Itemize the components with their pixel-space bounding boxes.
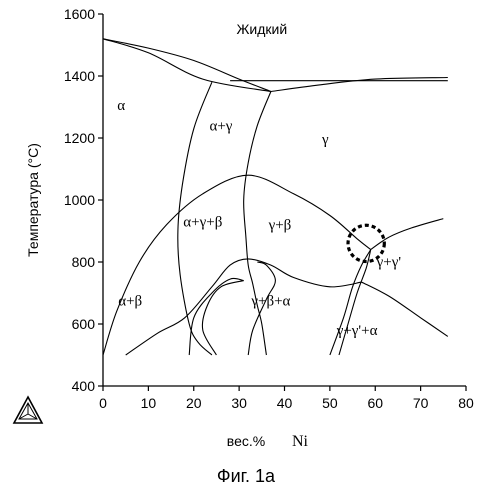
region-label: γ+β — [268, 217, 292, 233]
highlight-circle — [346, 223, 386, 264]
x-tick-label: 50 — [322, 395, 338, 411]
boundary-gamma-gammaprime-alpha — [361, 281, 449, 337]
boundary-solidus-left — [102, 38, 271, 93]
boundary-inner-dome-left — [188, 277, 244, 356]
boundary-inner-dome-far — [247, 261, 276, 356]
logo-icon — [12, 395, 44, 424]
x-tick-label: 40 — [277, 395, 293, 411]
y-axis-label: Температура (°C) — [25, 143, 41, 257]
y-tick-label: 600 — [72, 316, 96, 332]
ticks: 0 10 20 30 40 50 60 70 80 400 600 800 1000 1200 1400 16… — [64, 6, 474, 411]
x-tick-label: 30 — [231, 395, 247, 411]
highlight-circle-mark — [346, 223, 386, 264]
region-label: α+β — [118, 293, 142, 309]
boundary-gamma-prime-solvus — [370, 218, 444, 251]
boundary-liquidus-left — [102, 38, 272, 93]
region-label: α+γ — [209, 118, 232, 134]
boundary-gamma-prime-inner — [338, 249, 372, 356]
y-tick-label: 1600 — [64, 6, 95, 22]
x-tick-label: 10 — [141, 395, 157, 411]
region-label: γ+γ' — [376, 255, 402, 271]
x-axis-label-element: Ni — [292, 433, 309, 450]
region-label: α — [117, 98, 125, 114]
y-tick-label: 800 — [72, 254, 96, 270]
x-tick-label: 20 — [186, 395, 202, 411]
x-axis-label-prefix: вес.% — [227, 433, 265, 449]
phase-regions: Жидкий α α+γ γ α+γ+β γ+β α+β γ+β+α γ+γ' γ+γ'+α — [117, 21, 401, 339]
phase-boundaries — [102, 38, 449, 356]
boundary-beta-solvus-upper — [102, 174, 372, 356]
region-label: γ+γ'+α — [336, 323, 378, 339]
region-label: γ — [321, 132, 329, 148]
x-tick-label: 70 — [413, 395, 429, 411]
figure-caption: Фиг. 1a — [216, 466, 276, 486]
boundary-alpha-gamma-right — [243, 91, 272, 356]
x-tick-label: 0 — [99, 395, 107, 411]
y-tick-label: 400 — [72, 378, 96, 394]
y-tick-label: 1400 — [64, 68, 95, 84]
region-label: Жидкий — [236, 21, 287, 37]
boundary-alpha-beta-left — [125, 258, 362, 356]
boundary-inner-dome-right — [201, 280, 244, 356]
x-tick-label: 80 — [458, 395, 474, 411]
region-label: γ+β+α — [250, 293, 290, 309]
boundary-liquid-gamma-upper — [270, 76, 448, 93]
region-label: α+γ+β — [183, 214, 222, 230]
y-tick-label: 1000 — [64, 192, 95, 208]
x-tick-label: 60 — [367, 395, 383, 411]
y-tick-label: 1200 — [64, 130, 95, 146]
boundary-gamma-prime-left — [329, 249, 372, 356]
boundary-alpha-gamma-left — [177, 82, 213, 356]
